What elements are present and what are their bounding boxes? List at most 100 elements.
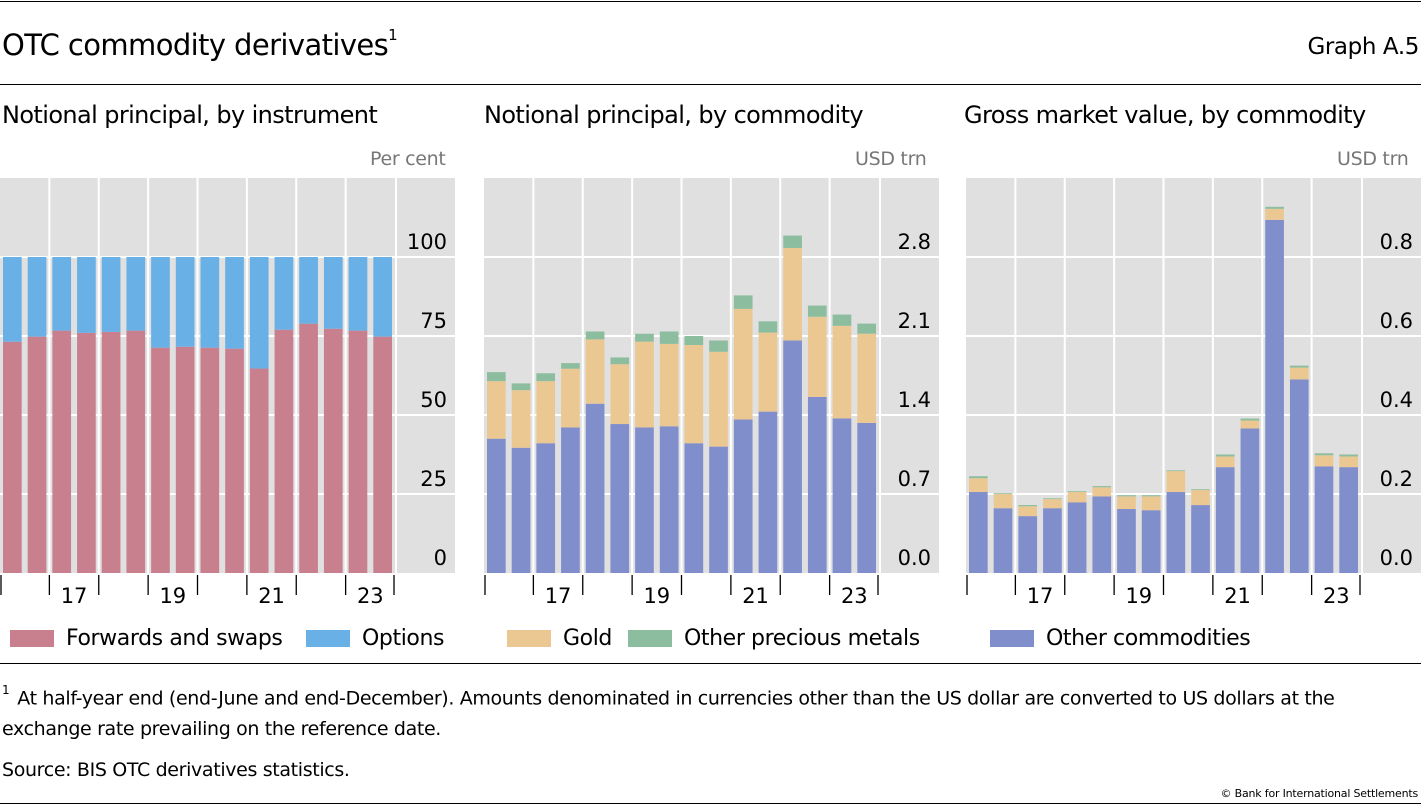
legend-item-gold: Gold <box>507 626 612 651</box>
bar-gold <box>684 345 704 444</box>
chart-notional-by-commodity: 0.0 0.7 1.4 2.1 2.8 17 19 21 23 <box>484 178 939 608</box>
bar-stack <box>1314 453 1334 573</box>
footnote-marker: 1 <box>2 683 10 697</box>
copyright: © Bank for International Settlements <box>1220 787 1419 800</box>
x-tick-label: 17 <box>545 584 572 608</box>
bar-other-commodities <box>561 427 580 573</box>
x-tick-label: 21 <box>742 584 769 608</box>
title-rule <box>0 84 1421 85</box>
bar-stack <box>487 372 506 573</box>
bottom-rule <box>0 803 1421 804</box>
legend-label: Other precious metals <box>684 626 920 651</box>
bar-other-precious-metals <box>684 336 704 346</box>
bar-options <box>299 257 318 324</box>
bar-options <box>3 257 22 342</box>
bar-stack <box>1215 454 1235 573</box>
panel-title-notional-commodity: Notional principal, by commodity <box>484 101 864 129</box>
bar-stack <box>373 257 392 573</box>
y-axis-area <box>881 178 939 573</box>
bar-options <box>126 257 146 331</box>
bar-other-commodities <box>733 419 753 573</box>
bar-options <box>323 257 343 329</box>
bar-other-commodities <box>1265 219 1284 573</box>
bar-gold <box>969 478 988 493</box>
bar-stack <box>225 257 244 573</box>
bar-stack <box>1117 495 1136 573</box>
bar-other-precious-metals <box>635 333 654 342</box>
bar-gold <box>1018 506 1038 517</box>
bar-other-commodities <box>1191 505 1210 573</box>
graph-number: Graph A.5 <box>1307 34 1419 60</box>
y-tick-label: 0.8 <box>1380 230 1413 254</box>
bar-gold <box>1092 487 1112 497</box>
panel-title-instrument: Notional principal, by instrument <box>2 101 378 129</box>
bar-options <box>274 257 294 330</box>
bar-forwards-and-swaps <box>52 330 72 573</box>
bar-options <box>348 257 368 331</box>
footnote-text: At half-year end (end-June and end-Decem… <box>2 687 1335 741</box>
bar-options <box>27 257 47 337</box>
bar-stack <box>1191 489 1210 573</box>
y-tick-label: 75 <box>420 309 447 333</box>
y-tick-label: 0.0 <box>898 546 931 570</box>
bar-other-commodities <box>1289 379 1309 573</box>
legend-swatch-gold <box>507 630 551 647</box>
bar-other-precious-metals <box>1067 491 1087 493</box>
y-tick-label: 50 <box>420 388 447 412</box>
bar-other-commodities <box>857 422 876 573</box>
bar-other-commodities <box>1215 467 1235 573</box>
unit-label-notional-commodity: USD trn <box>855 148 927 170</box>
bar-stack <box>1067 491 1087 573</box>
bar-other-precious-metals <box>857 323 876 334</box>
unit-label-gross-market-value: USD trn <box>1337 148 1409 170</box>
bar-other-precious-metals <box>1092 486 1112 488</box>
bar-stack <box>807 305 827 573</box>
bar-gold <box>783 247 802 341</box>
title-text: OTC commodity derivatives <box>2 28 389 62</box>
bar-gold <box>733 308 753 420</box>
page-title: OTC commodity derivatives1 <box>2 26 398 62</box>
bar-other-precious-metals <box>1339 454 1358 457</box>
legend-swatch-other-precious-metals <box>628 630 672 647</box>
bar-forwards-and-swaps <box>373 336 392 573</box>
bar-forwards-and-swaps <box>249 368 269 573</box>
top-rule <box>0 1 1421 2</box>
bar-gold <box>1289 367 1309 380</box>
legend-label: Forwards and swaps <box>66 626 283 651</box>
bar-gold <box>635 341 654 428</box>
bar-gold <box>511 390 531 448</box>
bar-gold <box>487 381 506 439</box>
y-tick-label: 100 <box>407 230 447 254</box>
bar-other-precious-metals <box>832 314 852 326</box>
bar-stack <box>77 257 96 573</box>
bar-other-precious-metals <box>1117 495 1136 497</box>
x-tick-label: 19 <box>643 584 670 608</box>
bar-stack <box>151 257 170 573</box>
bar-other-precious-metals <box>1240 418 1260 421</box>
bar-other-precious-metals <box>733 295 753 309</box>
unit-label-instrument: Per cent <box>370 148 446 170</box>
bar-other-commodities <box>1339 467 1358 573</box>
bar-stack <box>1289 365 1309 573</box>
bar-other-precious-metals <box>1043 498 1062 500</box>
x-tick-label: 21 <box>1224 584 1251 608</box>
bar-other-precious-metals <box>758 321 778 333</box>
bar-stack <box>52 257 72 573</box>
bar-gold <box>1191 490 1210 506</box>
bar-other-precious-metals <box>561 363 580 369</box>
bar-other-commodities <box>1092 496 1112 573</box>
bar-forwards-and-swaps <box>151 347 170 573</box>
bar-other-commodities <box>536 443 556 573</box>
bar-gold <box>1117 496 1136 510</box>
bar-other-precious-metals <box>993 493 1013 494</box>
bar-stack <box>561 363 580 573</box>
y-tick-label: 0.7 <box>898 467 931 491</box>
bar-forwards-and-swaps <box>274 329 294 573</box>
bar-other-precious-metals <box>1265 206 1284 209</box>
bar-stack <box>610 357 630 573</box>
bar-stack <box>758 321 778 573</box>
bar-stack <box>274 257 294 573</box>
bar-stack <box>1265 206 1284 573</box>
legend-swatch-other-commodities <box>990 630 1034 647</box>
bar-stack <box>783 235 802 573</box>
